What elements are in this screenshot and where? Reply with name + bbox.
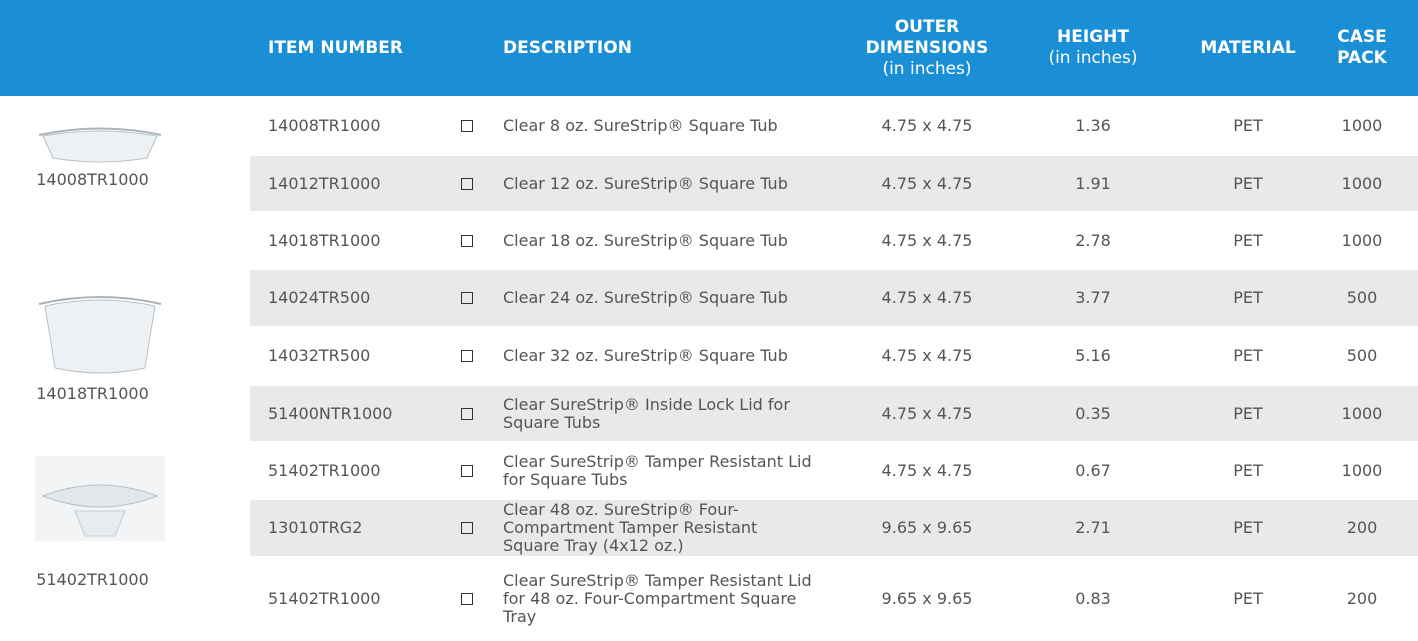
table-cell: PET <box>1183 328 1313 384</box>
table-row: 14008TR1000 Clear 8 oz. SureStrip® Square… <box>250 98 1418 154</box>
table-cell: 14008TR1000 <box>268 98 458 154</box>
table-cell: 3.77 <box>1018 270 1168 326</box>
checkbox-icon <box>461 120 473 132</box>
table-row: 13010TRG2 Clear 48 oz. SureStrip® Four-Co… <box>250 500 1418 556</box>
table-cell: 4.75 x 4.75 <box>847 443 1007 498</box>
table-cell: 51402TR1000 <box>268 558 458 640</box>
checkbox-icon <box>461 522 473 534</box>
table-cell: 14024TR500 <box>268 270 458 326</box>
header-label: OUTER DIMENSIONS <box>847 17 1007 59</box>
checkbox-icon <box>461 465 473 477</box>
table-cell: Clear 48 oz. SureStrip® Four-Compartment… <box>503 500 813 556</box>
table-cell: 13010TRG2 <box>268 500 458 556</box>
table-cell: Clear SureStrip® Tamper Resistant Lid fo… <box>503 558 813 640</box>
table-cell: 0.67 <box>1018 443 1168 498</box>
header-label: HEIGHT <box>1057 27 1129 48</box>
checkbox-icon <box>461 178 473 190</box>
table-cell: 200 <box>1320 500 1404 556</box>
table-cell: 9.65 x 9.65 <box>847 558 1007 640</box>
column-header: HEIGHT(in inches) <box>1018 0 1168 96</box>
header-label: CASE PACK <box>1320 27 1404 69</box>
table-cell: Clear 12 oz. SureStrip® Square Tub <box>503 156 813 211</box>
table-row: 51402TR1000 Clear SureStrip® Tamper Resis… <box>250 558 1418 640</box>
table-cell: 4.75 x 4.75 <box>847 328 1007 384</box>
image-caption: 14008TR1000 <box>0 170 185 189</box>
table-row: 14018TR1000 Clear 18 oz. SureStrip® Squar… <box>250 213 1418 268</box>
column-header: MATERIAL <box>1183 0 1313 96</box>
table-row: 14032TR500 Clear 32 oz. SureStrip® Square… <box>250 328 1418 384</box>
table-cell: 200 <box>1320 558 1404 640</box>
table-cell: 500 <box>1320 270 1404 326</box>
tub-image <box>35 290 165 380</box>
lid-image <box>35 456 165 541</box>
checkbox-icon <box>461 235 473 247</box>
header-unit: (in inches) <box>1048 48 1137 69</box>
table-cell: 1000 <box>1320 156 1404 211</box>
column-header: ITEM NUMBER <box>268 0 468 96</box>
checkbox-icon <box>461 292 473 304</box>
table-cell: 14012TR1000 <box>268 156 458 211</box>
table-cell: Clear SureStrip® Tamper Resistant Lid fo… <box>503 443 813 498</box>
table-cell: PET <box>1183 270 1313 326</box>
table-cell: 51400NTR1000 <box>268 386 458 441</box>
image-caption: 14018TR1000 <box>0 384 185 403</box>
table-cell: PET <box>1183 213 1313 268</box>
table-row: 14012TR1000 Clear 12 oz. SureStrip® Squar… <box>250 156 1418 211</box>
table-cell: 2.78 <box>1018 213 1168 268</box>
table-cell: Clear 32 oz. SureStrip® Square Tub <box>503 328 813 384</box>
tub-image <box>35 118 165 168</box>
table-cell: 5.16 <box>1018 328 1168 384</box>
column-header: OUTER DIMENSIONS(in inches) <box>847 0 1007 96</box>
table-row: 51400NTR1000 Clear SureStrip® Inside Lock… <box>250 386 1418 441</box>
table-cell: Clear 18 oz. SureStrip® Square Tub <box>503 213 813 268</box>
table-cell: PET <box>1183 558 1313 640</box>
table-cell: 2.71 <box>1018 500 1168 556</box>
table-cell: 1000 <box>1320 386 1404 441</box>
table-cell: Clear SureStrip® Inside Lock Lid for Squ… <box>503 386 813 441</box>
table-cell: PET <box>1183 156 1313 211</box>
table-cell: 1000 <box>1320 213 1404 268</box>
table-cell: 4.75 x 4.75 <box>847 213 1007 268</box>
column-header: CASE PACK <box>1320 0 1404 96</box>
table-cell: PET <box>1183 98 1313 154</box>
header-label: ITEM NUMBER <box>268 38 468 59</box>
image-caption: 51402TR1000 <box>0 570 185 589</box>
table-cell: 4.75 x 4.75 <box>847 98 1007 154</box>
table-cell: 9.65 x 9.65 <box>847 500 1007 556</box>
table-cell: PET <box>1183 443 1313 498</box>
header-unit: (in inches) <box>882 59 971 80</box>
table-cell: 1.36 <box>1018 98 1168 154</box>
header-label: MATERIAL <box>1200 38 1295 59</box>
header-label: DESCRIPTION <box>503 38 803 59</box>
table-cell: 1000 <box>1320 98 1404 154</box>
table-cell: 4.75 x 4.75 <box>847 270 1007 326</box>
table-cell: PET <box>1183 386 1313 441</box>
table-row: 51402TR1000 Clear SureStrip® Tamper Resis… <box>250 443 1418 498</box>
table-cell: 0.35 <box>1018 386 1168 441</box>
table-cell: Clear 8 oz. SureStrip® Square Tub <box>503 98 813 154</box>
table-cell: 4.75 x 4.75 <box>847 386 1007 441</box>
table-cell: Clear 24 oz. SureStrip® Square Tub <box>503 270 813 326</box>
table-cell: 1000 <box>1320 443 1404 498</box>
table-cell: 51402TR1000 <box>268 443 458 498</box>
table-cell: 0.83 <box>1018 558 1168 640</box>
table-row: 14024TR500 Clear 24 oz. SureStrip® Square… <box>250 270 1418 326</box>
column-header: DESCRIPTION <box>503 0 803 96</box>
table-cell: 500 <box>1320 328 1404 384</box>
table-cell: 1.91 <box>1018 156 1168 211</box>
checkbox-icon <box>461 408 473 420</box>
checkbox-icon <box>461 350 473 362</box>
checkbox-icon <box>461 593 473 605</box>
table-cell: 14018TR1000 <box>268 213 458 268</box>
table-cell: PET <box>1183 500 1313 556</box>
product-table-page: ITEM NUMBERDESCRIPTIONOUTER DIMENSIONS(i… <box>0 0 1418 641</box>
table-cell: 4.75 x 4.75 <box>847 156 1007 211</box>
table-cell: 14032TR500 <box>268 328 458 384</box>
